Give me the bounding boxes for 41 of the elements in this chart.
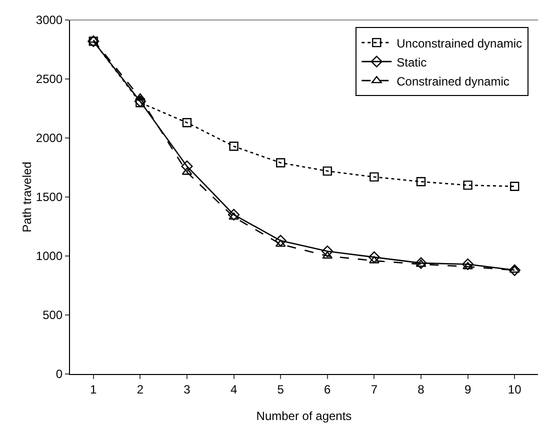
point — [228, 208, 240, 220]
point — [463, 180, 472, 190]
point — [322, 251, 333, 259]
point — [274, 234, 286, 246]
y-tick-label: 1000 — [36, 249, 63, 264]
point — [322, 245, 334, 258]
point — [368, 251, 380, 263]
x-tick-label: 8 — [418, 382, 425, 396]
y-tick-label: 1500 — [36, 190, 63, 204]
point — [228, 212, 240, 220]
point — [370, 172, 379, 182]
point — [181, 160, 193, 172]
y-axis-title: Path traveled — [20, 162, 34, 232]
x-tick-label: 7 — [370, 382, 378, 396]
x-tick-label: 2 — [136, 382, 144, 396]
point — [416, 177, 426, 186]
point — [510, 182, 520, 191]
x-tick-label: 9 — [464, 382, 472, 396]
y-tick-label: 500 — [42, 308, 63, 322]
x-tick-label: 5 — [277, 382, 284, 396]
point — [182, 118, 192, 128]
x-axis-title: Number of agents — [256, 409, 352, 423]
point — [508, 264, 520, 276]
legend-label: Static — [396, 55, 427, 70]
y-tick-label: 3000 — [36, 13, 63, 28]
x-tick-label: 3 — [184, 382, 191, 396]
x-tick-label: 6 — [324, 382, 332, 396]
legend-label: Constrained dynamic — [396, 74, 510, 88]
x-tick-label: 10 — [508, 382, 522, 396]
point — [229, 142, 238, 151]
x-tick-label: 4 — [230, 382, 238, 396]
point — [322, 166, 332, 176]
x-tick-label: 1 — [90, 382, 98, 396]
legend-label: Unconstrained dynamic — [396, 36, 522, 50]
point — [276, 158, 286, 168]
y-tick-label: 2000 — [36, 131, 63, 146]
point — [462, 258, 474, 270]
point — [415, 257, 427, 269]
point — [134, 96, 146, 108]
y-tick-label: 0 — [56, 367, 63, 382]
y-tick-label: 2500 — [36, 72, 63, 86]
